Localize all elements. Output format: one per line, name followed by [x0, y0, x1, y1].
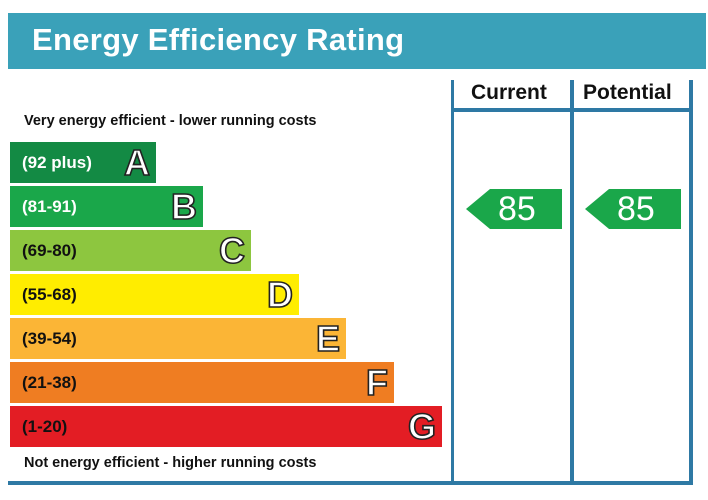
band-letter-label: C — [218, 230, 246, 272]
band-letter-label: F — [365, 362, 389, 404]
band-f: (21-38) F — [10, 362, 394, 403]
band-range-label: (92 plus) — [22, 153, 92, 172]
potential-column-header: Potential — [583, 81, 672, 104]
band-letter-label: D — [266, 274, 294, 316]
band-d: (55-68) D — [10, 274, 299, 315]
band-range-label: (69-80) — [22, 241, 77, 260]
band-range-label: (81-91) — [22, 197, 77, 216]
band-b: (81-91) B — [10, 186, 203, 227]
potential-arrow-shape — [585, 189, 681, 229]
band-range-label: (21-38) — [22, 373, 77, 392]
top-caption: Very energy efficient - lower running co… — [24, 113, 317, 129]
title-bar: Energy Efficiency Rating — [8, 13, 706, 69]
bottom-caption: Not energy efficient - higher running co… — [24, 455, 317, 471]
current-arrow-shape — [466, 189, 562, 229]
current-rating-arrow: 85 — [466, 189, 562, 229]
potential-rating-arrow: 85 — [585, 189, 681, 229]
band-letter-label: A — [123, 142, 151, 184]
band-a: (92 plus) A — [10, 142, 156, 183]
band-letter-label: B — [170, 186, 198, 228]
current-column-header: Current — [471, 81, 547, 104]
header-underline — [451, 108, 693, 112]
band-range-label: (1-20) — [22, 417, 68, 436]
band-e: (39-54) E — [10, 318, 346, 359]
band-g: (1-20) G — [10, 406, 442, 447]
band-range-label: (39-54) — [22, 329, 77, 348]
frame-right-line — [689, 80, 693, 484]
band-c: (69-80) C — [10, 230, 251, 271]
current-rating-value: 85 — [498, 190, 536, 228]
potential-rating-value: 85 — [617, 190, 655, 228]
frame-divider-line — [570, 80, 574, 484]
frame-top-line — [451, 80, 454, 484]
band-range-label: (55-68) — [22, 285, 77, 304]
band-letter-label: G — [407, 406, 437, 448]
bottom-line — [8, 481, 693, 485]
chart-title: Energy Efficiency Rating — [32, 22, 405, 57]
band-letter-label: E — [315, 318, 341, 360]
